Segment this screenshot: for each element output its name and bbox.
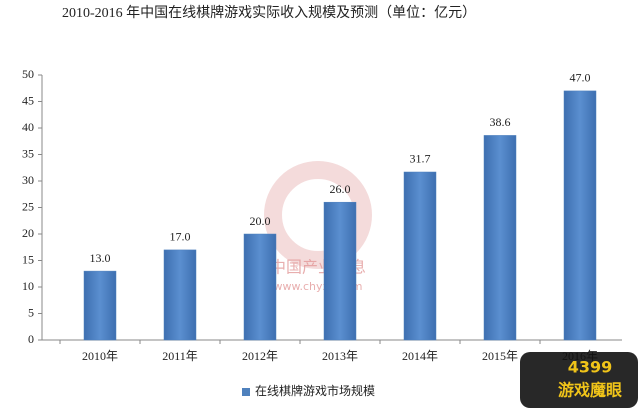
bar: [83, 270, 117, 341]
logo-number: 4399: [568, 358, 613, 377]
y-tick-label: 5: [28, 305, 34, 319]
y-tick-label: 35: [22, 146, 34, 160]
x-tick-label: 2015年: [482, 349, 518, 363]
value-label: 20.0: [250, 214, 271, 228]
bar: [403, 171, 437, 341]
chart-title: 2010-2016 年中国在线棋牌游戏实际收入规模及预测（单位：亿元）: [62, 4, 476, 21]
y-tick-label: 25: [22, 199, 34, 213]
corner-logo: 4399 游戏魔眼: [520, 352, 638, 408]
value-label: 17.0: [170, 230, 191, 244]
x-tick-label: 2010年: [82, 349, 118, 363]
x-tick-label: 2012年: [242, 349, 278, 363]
logo-text: 游戏魔眼: [558, 381, 622, 400]
y-tick-label: 40: [22, 120, 34, 134]
watermark-logo: [264, 161, 372, 269]
bar: [243, 233, 277, 341]
legend-swatch: [242, 388, 250, 396]
x-tick-label: 2014年: [402, 349, 438, 363]
value-label: 47.0: [570, 71, 591, 85]
bar: [163, 249, 197, 341]
y-tick-label: 0: [28, 332, 34, 346]
y-tick-label: 50: [22, 67, 34, 81]
y-tick-label: 30: [22, 173, 34, 187]
y-tick-label: 15: [22, 252, 34, 266]
y-tick-label: 10: [22, 279, 34, 293]
x-tick-label: 2011年: [162, 349, 198, 363]
value-label: 38.6: [490, 115, 511, 129]
bar: [483, 135, 517, 341]
y-tick-label: 45: [22, 93, 34, 107]
value-label: 31.7: [410, 152, 431, 166]
bar: [563, 90, 597, 341]
x-tick-label: 2013年: [322, 349, 358, 363]
legend-label: 在线棋牌游戏市场规模: [255, 383, 375, 398]
value-label: 13.0: [90, 251, 111, 265]
value-label: 26.0: [330, 182, 351, 196]
bar: [323, 201, 357, 341]
y-tick-label: 20: [22, 226, 34, 240]
